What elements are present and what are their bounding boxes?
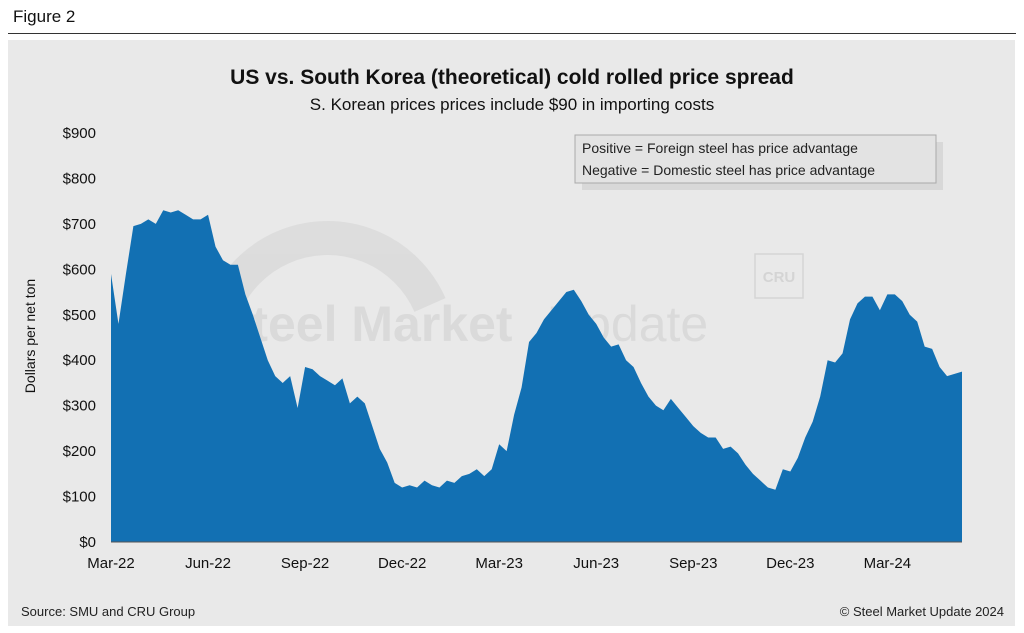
y-tick-label: $500 (63, 307, 96, 324)
legend-note-negative: Negative = Domestic steel has price adva… (582, 162, 875, 178)
chart-title: US vs. South Korea (theoretical) cold ro… (230, 66, 794, 89)
y-tick-label: $400 (63, 352, 96, 369)
watermark-brand-bold: Steel Market (218, 296, 513, 352)
y-tick-label: $300 (63, 398, 96, 415)
figure-divider (8, 33, 1016, 34)
x-tick-label: Sep-23 (669, 555, 717, 572)
x-tick-label: Sep-22 (281, 555, 329, 572)
x-tick-label: Jun-22 (185, 555, 231, 572)
y-tick-label: $0 (79, 534, 96, 551)
footer-source: Source: SMU and CRU Group (21, 604, 195, 619)
cru-logo-box (754, 253, 804, 299)
legend-box (574, 134, 937, 184)
chart-subtitle: S. Korean prices prices include $90 in i… (310, 95, 714, 114)
y-tick-label: $100 (63, 489, 96, 506)
x-tick-label: Dec-23 (766, 555, 814, 572)
y-tick-label: $200 (63, 443, 96, 460)
y-tick-label: $600 (63, 261, 96, 278)
x-tick-label: Mar-24 (864, 555, 912, 572)
y-tick-label: $900 (63, 125, 96, 142)
spread-area-series (111, 210, 962, 542)
x-tick-label: Mar-23 (475, 555, 523, 572)
x-tick-label: Dec-22 (378, 555, 426, 572)
footer-copyright: © Steel Market Update 2024 (840, 604, 1004, 619)
legend-note-box: Positive = Foreign steel has price advan… (574, 134, 943, 190)
x-tick-label: Jun-23 (573, 555, 619, 572)
y-axis-title: Dollars per net ton (22, 279, 38, 393)
cru-logo: CRU (763, 269, 796, 286)
x-tick-label: Mar-22 (87, 555, 135, 572)
figure-label: Figure 2 (13, 7, 76, 26)
y-tick-label: $800 (63, 170, 96, 187)
watermark: Steel Market Update CRU (198, 221, 804, 402)
y-tick-label: $700 (63, 216, 96, 233)
legend-note-positive: Positive = Foreign steel has price advan… (582, 140, 858, 156)
